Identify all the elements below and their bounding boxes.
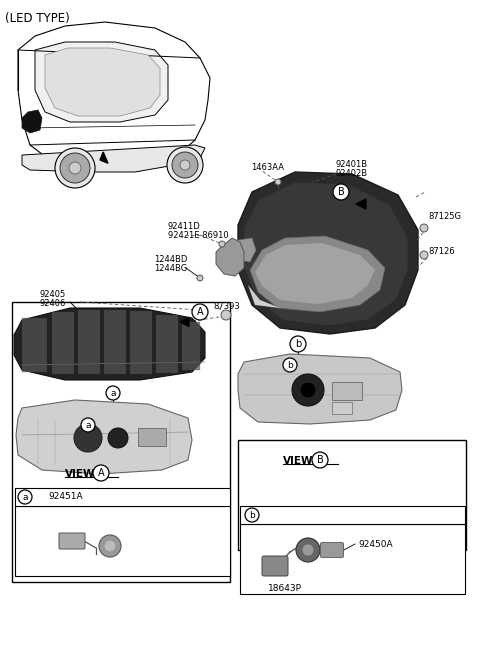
Circle shape: [81, 418, 95, 432]
Bar: [332, 382, 362, 400]
Circle shape: [221, 310, 231, 320]
FancyBboxPatch shape: [262, 556, 288, 576]
Polygon shape: [255, 243, 375, 304]
Text: a: a: [110, 388, 116, 397]
Text: VIEW: VIEW: [65, 469, 96, 479]
Polygon shape: [22, 145, 205, 172]
Circle shape: [302, 544, 314, 556]
Text: 92402B: 92402B: [336, 169, 368, 178]
Polygon shape: [356, 199, 366, 209]
Bar: [332, 402, 352, 414]
Circle shape: [108, 428, 128, 448]
Circle shape: [292, 374, 324, 406]
Text: 92451A: 92451A: [48, 492, 83, 501]
Polygon shape: [216, 238, 244, 276]
Circle shape: [192, 304, 208, 320]
Bar: [104, 310, 126, 374]
Bar: [238, 440, 466, 550]
Polygon shape: [14, 308, 205, 380]
Circle shape: [180, 160, 190, 170]
Polygon shape: [244, 182, 408, 326]
Circle shape: [55, 148, 95, 188]
Circle shape: [275, 179, 281, 185]
Polygon shape: [180, 317, 189, 327]
Circle shape: [197, 275, 203, 281]
Text: 92401B: 92401B: [336, 160, 368, 169]
Text: 92450A: 92450A: [358, 540, 393, 549]
Text: B: B: [317, 455, 324, 465]
Circle shape: [106, 386, 120, 400]
Text: a: a: [22, 493, 28, 501]
Polygon shape: [45, 48, 160, 116]
FancyBboxPatch shape: [321, 543, 344, 558]
Bar: [52, 312, 74, 374]
Circle shape: [167, 147, 203, 183]
Text: A: A: [98, 468, 104, 478]
Bar: [240, 506, 465, 524]
Text: 92421E 86910: 92421E 86910: [168, 231, 228, 240]
Circle shape: [219, 241, 225, 247]
Text: 87393: 87393: [213, 302, 240, 311]
Text: 18643P: 18643P: [268, 584, 302, 593]
Bar: [12, 302, 230, 582]
Text: A: A: [197, 307, 204, 317]
Polygon shape: [238, 172, 418, 334]
Polygon shape: [18, 22, 210, 168]
FancyBboxPatch shape: [59, 533, 85, 549]
Polygon shape: [22, 110, 42, 133]
Bar: [138, 428, 166, 446]
Bar: [240, 524, 465, 594]
Polygon shape: [238, 354, 402, 424]
Text: b: b: [287, 361, 293, 369]
Bar: [15, 506, 230, 576]
Bar: [130, 311, 152, 374]
Text: 1463AA: 1463AA: [251, 163, 284, 172]
Circle shape: [245, 508, 259, 522]
Text: 1244BG: 1244BG: [154, 264, 187, 273]
Circle shape: [93, 465, 109, 481]
Circle shape: [60, 153, 90, 183]
Polygon shape: [233, 238, 256, 262]
Bar: [182, 322, 200, 370]
Bar: [156, 315, 178, 373]
Polygon shape: [250, 236, 385, 312]
Circle shape: [18, 490, 32, 504]
Circle shape: [312, 452, 328, 468]
Circle shape: [283, 358, 297, 372]
Text: b: b: [295, 339, 301, 349]
Text: b: b: [249, 510, 255, 520]
Circle shape: [74, 424, 102, 452]
Circle shape: [300, 382, 316, 398]
Circle shape: [172, 152, 198, 178]
Polygon shape: [100, 152, 108, 163]
Text: 87126: 87126: [428, 247, 455, 256]
Circle shape: [290, 336, 306, 352]
Polygon shape: [35, 42, 168, 122]
Circle shape: [99, 535, 121, 557]
Polygon shape: [248, 285, 280, 308]
Circle shape: [296, 538, 320, 562]
Bar: [15, 488, 230, 506]
Text: VIEW: VIEW: [283, 456, 313, 466]
Text: a: a: [85, 420, 91, 430]
Circle shape: [333, 184, 349, 200]
Circle shape: [420, 224, 428, 232]
Bar: [22, 318, 47, 372]
Text: 92411D: 92411D: [168, 222, 201, 231]
Polygon shape: [16, 400, 192, 474]
Bar: [78, 310, 100, 374]
Text: 92405: 92405: [40, 290, 66, 299]
Circle shape: [69, 162, 81, 174]
Text: B: B: [337, 187, 344, 197]
Text: (LED TYPE): (LED TYPE): [5, 12, 70, 25]
Text: 92406: 92406: [40, 299, 66, 308]
Circle shape: [104, 540, 116, 552]
Text: 87125G: 87125G: [428, 212, 461, 221]
Circle shape: [420, 251, 428, 259]
Text: 1244BD: 1244BD: [154, 255, 187, 264]
